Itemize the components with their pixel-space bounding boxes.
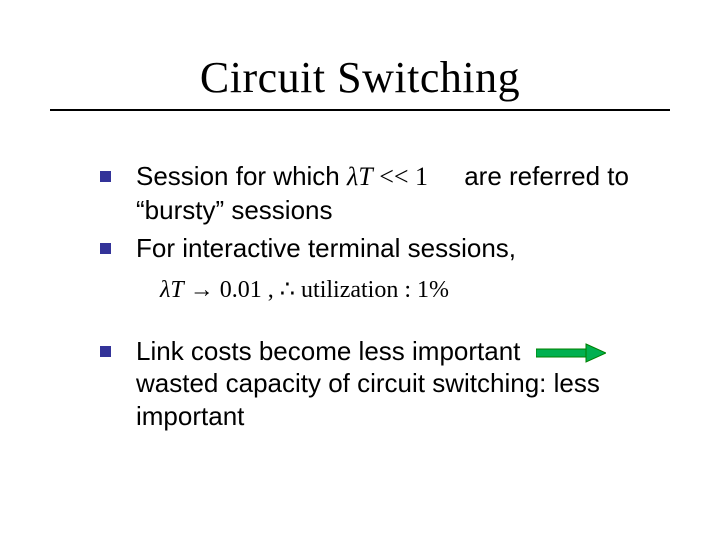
- utilization-value: 1%: [417, 277, 449, 303]
- square-bullet-icon: [100, 243, 111, 254]
- utilization-label: utilization :: [295, 277, 417, 303]
- formula-arrow: →: [190, 277, 214, 303]
- formula-op: <<: [373, 162, 415, 191]
- formula-line: λT → 0.01 , ∴ utilization : 1%: [124, 275, 660, 305]
- formula-slot: λT << 1: [347, 160, 457, 194]
- inline-formula-1: λT << 1: [347, 161, 428, 194]
- title-underline: [50, 109, 670, 111]
- square-bullet-icon: [100, 171, 111, 182]
- slide: Circuit Switching Session for which λT <…: [0, 0, 720, 540]
- formula-sep: ,: [262, 277, 280, 303]
- square-bullet-icon: [100, 346, 111, 357]
- bullet-item-1: Session for which λT << 1 are referred t…: [100, 160, 660, 226]
- bullet-1-text-pre: Session for which: [136, 161, 347, 191]
- bullet-item-3: Link costs become less important wasted …: [100, 335, 660, 433]
- title-block: Circuit Switching: [70, 52, 650, 111]
- right-arrow-icon: [536, 342, 606, 364]
- formula-rhs: 1: [415, 162, 428, 191]
- slide-title: Circuit Switching: [70, 52, 650, 103]
- formula-lhs: λT: [347, 162, 373, 191]
- therefore-symbol: ∴: [280, 277, 295, 303]
- bullet-3-line2: wasted capacity of circuit switching: le…: [136, 368, 600, 431]
- bullet-2-text: For interactive terminal sessions,: [136, 233, 516, 263]
- bullet-item-2: For interactive terminal sessions,: [100, 232, 660, 265]
- slide-body: Session for which λT << 1 are referred t…: [100, 160, 660, 438]
- bullet-3-line1: Link costs become less important: [136, 336, 528, 366]
- formula-value: 0.01: [220, 277, 262, 303]
- formula-lt: λT: [160, 277, 184, 303]
